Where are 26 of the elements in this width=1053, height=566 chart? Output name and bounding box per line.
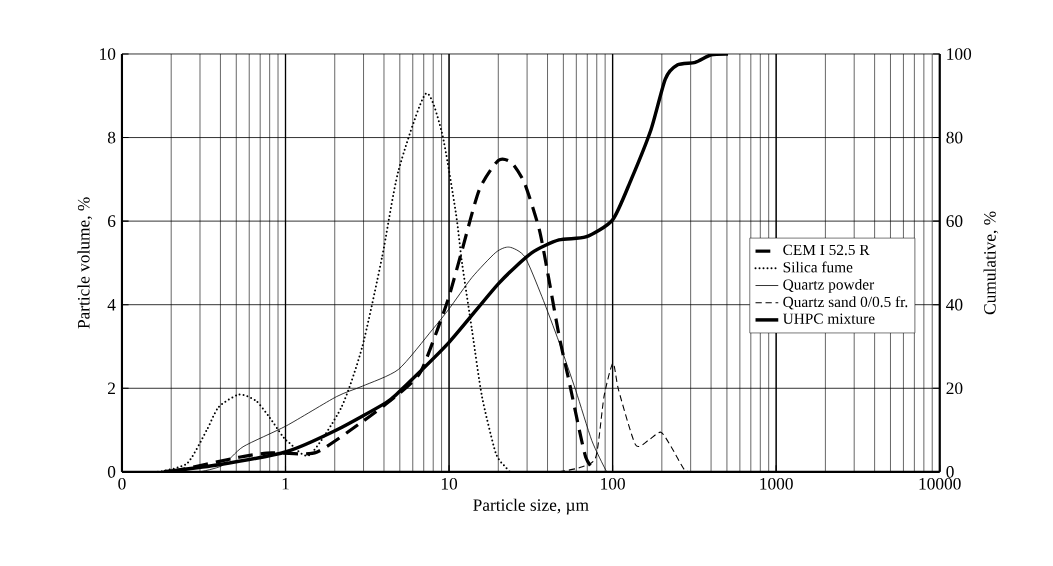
legend-label: Quartz powder — [783, 278, 875, 293]
y2-tick-label: 100 — [947, 48, 972, 60]
legend-label: CEM I 52.5 R — [783, 244, 870, 256]
legend-label: Silica fume — [783, 261, 853, 273]
y-tick-label: 6 — [108, 215, 116, 228]
x-tick-label: 10000 — [919, 477, 961, 490]
x-tick-label: 100 — [601, 477, 625, 490]
y2-tick-label: 80 — [946, 131, 963, 144]
y-tick-label: 4 — [107, 299, 116, 311]
x-tick-label: 1 — [282, 477, 289, 490]
x-tick-label: 1000 — [760, 477, 793, 490]
y-tick-label: 8 — [107, 131, 116, 144]
y2-axis-title: Cumulative, % — [983, 211, 999, 315]
legend-label: UHPC mixture — [782, 313, 875, 324]
x-tick-label: 0 — [118, 477, 126, 490]
y2-tick-label: 60 — [946, 215, 963, 228]
y2-tick-label: 40 — [946, 298, 963, 311]
y-axis-title: Particle volume, % — [77, 197, 93, 329]
y-tick-label: 10 — [100, 48, 116, 60]
y-tick-label: 2 — [108, 382, 115, 395]
x-axis-title: Particle size, µm — [473, 498, 589, 515]
y2-tick-label: 20 — [946, 382, 963, 395]
y2-tick-label: 0 — [946, 466, 954, 478]
legend-label: Quartz sand 0/0.5 fr. — [783, 296, 908, 310]
y-tick-label: 0 — [107, 466, 116, 478]
x-tick-label: 10 — [441, 477, 458, 490]
